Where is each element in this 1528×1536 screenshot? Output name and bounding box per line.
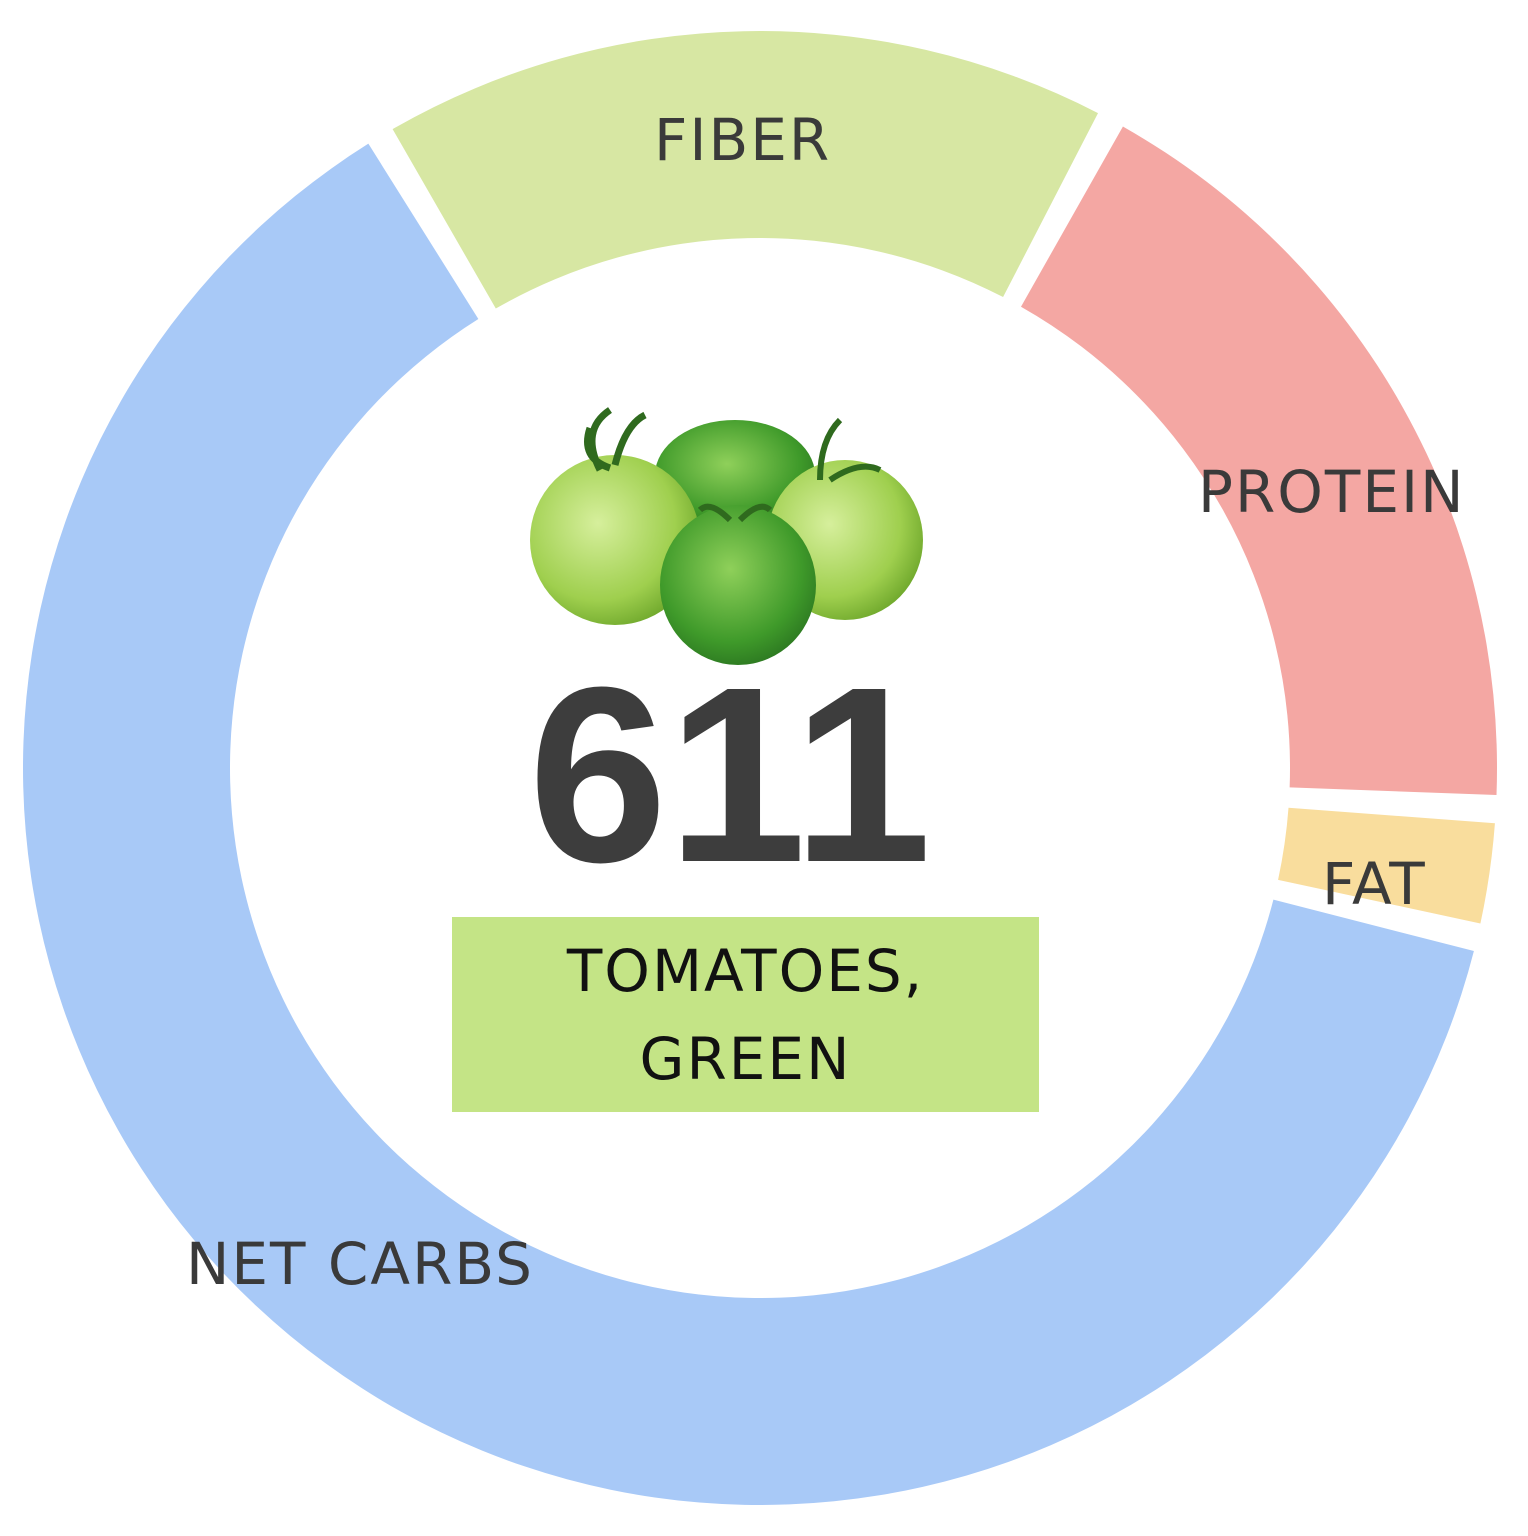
food-name-line-2: GREEN (639, 1024, 852, 1093)
green-tomatoes-image (530, 407, 923, 665)
slice-fiber (392, 30, 1099, 309)
label-fat: FAT (1322, 850, 1427, 918)
label-protein: PROTEIN (1198, 458, 1466, 526)
calorie-value: 611 (528, 635, 932, 914)
food-name-box: TOMATOES, GREEN (452, 917, 1039, 1112)
label-fiber: FIBER (654, 106, 832, 174)
food-name-line-1: TOMATOES, (566, 936, 925, 1005)
label-net-carbs: NET CARBS (186, 1230, 534, 1298)
slice-protein (1020, 126, 1497, 796)
slice-net-carbs (22, 143, 1474, 1506)
slice-fat (1278, 807, 1495, 924)
